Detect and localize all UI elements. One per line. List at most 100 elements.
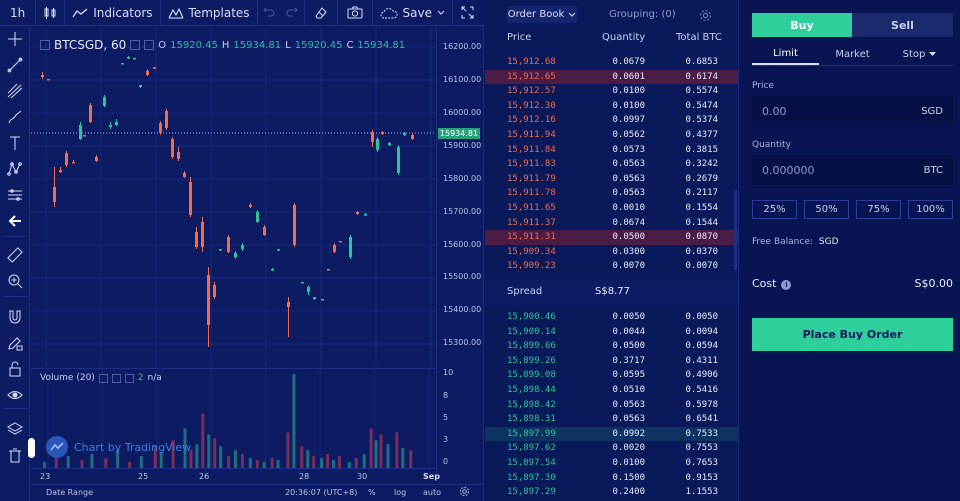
- volume-chart[interactable]: [31, 368, 436, 468]
- fib-tool[interactable]: [4, 80, 26, 102]
- bid-row[interactable]: 15,897.99 0.0992 0.7533: [485, 426, 738, 442]
- place-buy-order-button[interactable]: Place Buy Order: [752, 318, 953, 351]
- lock-tool[interactable]: [4, 358, 26, 380]
- pct-75-button[interactable]: 75%: [856, 200, 901, 219]
- ask-total: 0.1554: [685, 202, 718, 213]
- ask-row[interactable]: 15,911.84 0.0573 0.3815: [485, 143, 738, 158]
- ask-row[interactable]: 15,912.57 0.0100 0.5574: [485, 84, 738, 99]
- templates-button[interactable]: Templates: [161, 0, 258, 26]
- text-tool[interactable]: [4, 132, 26, 154]
- grouping-selector[interactable]: Grouping: (0): [609, 9, 676, 20]
- prediction-tool[interactable]: [4, 184, 26, 206]
- orderbook-scrollbar[interactable]: [734, 190, 737, 270]
- price-input[interactable]: 0.00 SGD: [752, 96, 953, 126]
- indicators-button[interactable]: Indicators: [65, 0, 161, 26]
- tradingview-watermark[interactable]: Chart by TradingView: [46, 436, 191, 458]
- bid-row[interactable]: 15,897.30 0.1500 0.9153: [485, 471, 738, 486]
- bid-row[interactable]: 15,899.26 0.3717 0.4311: [485, 354, 738, 369]
- ask-row[interactable]: 15,911.94 0.0562 0.4377: [485, 128, 738, 143]
- redo-button[interactable]: [280, 0, 305, 26]
- bid-row[interactable]: 15,899.08 0.0595 0.4906: [485, 368, 738, 383]
- bid-price: 15,900.14: [507, 326, 556, 337]
- ask-row[interactable]: 15,911.65 0.0010 0.1554: [485, 201, 738, 216]
- tab-order-book[interactable]: Order Book: [507, 6, 577, 23]
- magnet-tool[interactable]: [4, 306, 26, 328]
- cost-value: S$0.00: [914, 277, 953, 290]
- candle: [313, 297, 316, 300]
- bid-row[interactable]: 15,898.44 0.0510 0.5416: [485, 383, 738, 398]
- eraser-button[interactable]: [305, 0, 338, 26]
- interval-button[interactable]: 1h: [0, 0, 37, 26]
- visibility-tool[interactable]: [4, 384, 26, 406]
- quantity-input[interactable]: 0.000000 BTC: [752, 155, 953, 185]
- close-icon[interactable]: [124, 373, 134, 383]
- ask-row[interactable]: 15,912.30 0.0100 0.5474: [485, 99, 738, 114]
- fullscreen-button[interactable]: [453, 0, 482, 26]
- zoom-in-icon: [8, 274, 23, 289]
- ask-row[interactable]: 15,911.78 0.0563 0.2117: [485, 186, 738, 201]
- save-button[interactable]: Save: [373, 0, 454, 26]
- pattern-tool[interactable]: [4, 158, 26, 180]
- time-axis[interactable]: 23 25 26 28 30 Sep: [31, 468, 440, 484]
- volume-bar: [201, 413, 205, 468]
- tab-market[interactable]: Market: [819, 43, 886, 65]
- ask-row[interactable]: 15,911.37 0.0674 0.1544: [485, 216, 738, 231]
- tab-limit[interactable]: Limit: [752, 43, 819, 65]
- ask-row[interactable]: 15,911.31 0.0500 0.0870: [485, 230, 738, 245]
- tab-stop[interactable]: Stop: [886, 43, 953, 65]
- eye-icon: [7, 391, 23, 399]
- price-chart[interactable]: [31, 27, 436, 367]
- orderbook-settings-button[interactable]: [699, 7, 712, 26]
- auto-toggle[interactable]: auto: [423, 488, 442, 497]
- pct-25-button[interactable]: 25%: [752, 200, 797, 219]
- settings-icon[interactable]: [111, 373, 121, 383]
- ask-row[interactable]: 15,912.68 0.0679 0.6853: [485, 55, 738, 70]
- percent-toggle[interactable]: %: [368, 488, 376, 497]
- spread-value: S$8.77: [595, 286, 630, 297]
- volume-tick: 5: [443, 413, 449, 422]
- ask-row[interactable]: 15,912.16 0.0997 0.5374: [485, 113, 738, 128]
- chart-scroll-handle[interactable]: [28, 438, 35, 458]
- info-icon[interactable]: !: [781, 280, 792, 290]
- bid-row[interactable]: 15,900.46 0.0050 0.0050: [485, 310, 738, 325]
- bid-row[interactable]: 15,898.42 0.0563 0.5978: [485, 398, 738, 413]
- settings-icon[interactable]: [130, 40, 141, 50]
- sell-tab-button[interactable]: Sell: [852, 13, 953, 37]
- screenshot-button[interactable]: [338, 0, 373, 26]
- ask-quantity: 0.0563: [612, 159, 645, 170]
- price-axis[interactable]: 16200.00 16100.00 16000.00 15900.00 1580…: [436, 27, 484, 472]
- chart-settings-button[interactable]: [459, 486, 470, 499]
- ask-row[interactable]: 15,911.83 0.0563 0.3242: [485, 157, 738, 172]
- ask-total: 0.3815: [685, 144, 718, 155]
- bid-row[interactable]: 15,898.31 0.0563 0.6541: [485, 412, 738, 427]
- candle-style-button[interactable]: [36, 0, 66, 26]
- bid-row[interactable]: 15,897.29 0.2400 1.1553: [485, 485, 738, 500]
- delete-tool[interactable]: [4, 444, 26, 466]
- pct-50-button[interactable]: 50%: [804, 200, 849, 219]
- bid-row[interactable]: 15,900.14 0.0044 0.0094: [485, 325, 738, 340]
- trendline-tool[interactable]: [4, 54, 26, 76]
- bid-row[interactable]: 15,897.62 0.0020 0.7553: [485, 441, 738, 456]
- lock-drawing-tool[interactable]: [4, 332, 26, 354]
- pct-100-button[interactable]: 100%: [908, 200, 953, 219]
- zoom-tool[interactable]: [4, 270, 26, 292]
- ask-row[interactable]: 15,911.79 0.0563 0.2679: [485, 172, 738, 187]
- collapse-icon[interactable]: [98, 373, 108, 383]
- ask-row[interactable]: 15,909.23 0.0070 0.0070: [485, 259, 738, 274]
- volume-tick: 3: [443, 435, 449, 444]
- hide-icon[interactable]: [144, 40, 155, 50]
- date-range-button[interactable]: Date Range: [46, 488, 94, 497]
- bid-row[interactable]: 15,897.54 0.0100 0.7653: [485, 456, 738, 471]
- brush-tool[interactable]: [4, 106, 26, 128]
- ask-row[interactable]: 15,909.34 0.0300 0.0370: [485, 245, 738, 260]
- ruler-tool[interactable]: [4, 244, 26, 266]
- layers-tool[interactable]: [4, 418, 26, 440]
- log-toggle[interactable]: log: [394, 488, 407, 497]
- undo-button[interactable]: [258, 0, 280, 26]
- crosshair-tool[interactable]: [4, 28, 26, 50]
- buy-tab-button[interactable]: Buy: [752, 13, 852, 37]
- collapse-icon[interactable]: [40, 40, 50, 50]
- back-tool[interactable]: [4, 210, 26, 232]
- ask-row[interactable]: 15,912.65 0.0601 0.6174: [485, 69, 738, 85]
- bid-row[interactable]: 15,899.66 0.0500 0.0594: [485, 339, 738, 354]
